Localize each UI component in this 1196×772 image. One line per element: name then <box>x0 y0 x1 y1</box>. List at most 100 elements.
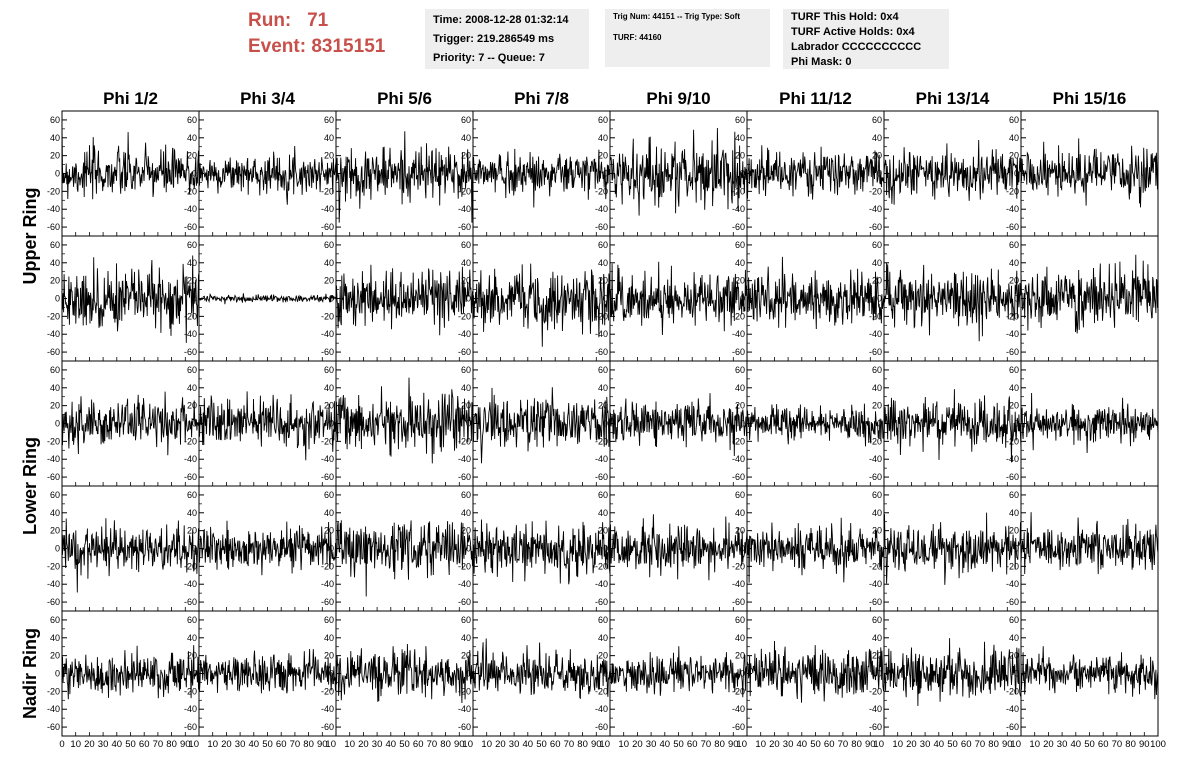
y-tick-label: -20 <box>321 186 334 196</box>
waveform-line <box>609 646 748 698</box>
y-tick-label: 40 <box>1009 133 1019 143</box>
y-tick-label: 20 <box>50 276 60 286</box>
y-tick-label: -20 <box>458 436 471 446</box>
y-tick-label: 40 <box>735 133 745 143</box>
x-tick-label: 10 <box>325 739 336 750</box>
y-tick-label: 40 <box>187 258 197 268</box>
y-tick-label: -40 <box>47 704 60 714</box>
y-tick-label: 40 <box>461 258 471 268</box>
y-tick-label: -60 <box>732 472 745 482</box>
x-tick-label: 40 <box>386 739 397 750</box>
y-tick-label: -60 <box>458 347 471 357</box>
x-tick-label: 50 <box>125 739 136 750</box>
y-tick-label: 20 <box>461 276 471 286</box>
y-tick-label: 60 <box>461 490 471 500</box>
x-tick-label: 40 <box>112 739 123 750</box>
y-tick-label: 20 <box>50 651 60 661</box>
run-event-box: Run: 71 Event: 8315151 <box>248 8 418 64</box>
y-tick-label: 60 <box>187 365 197 375</box>
y-tick-label: 40 <box>50 633 60 643</box>
x-tick-label: 90 <box>591 739 602 750</box>
y-tick-label: -20 <box>732 561 745 571</box>
event-value: 8315151 <box>311 36 386 57</box>
y-tick-label: -60 <box>184 722 197 732</box>
plot-frame <box>61 485 200 612</box>
y-tick-label: 20 <box>735 276 745 286</box>
x-tick-label: 80 <box>577 739 588 750</box>
y-tick-label: -60 <box>732 222 745 232</box>
y-tick-label: 20 <box>735 526 745 536</box>
x-tick-label: 90 <box>728 739 739 750</box>
y-tick-label: -20 <box>47 186 60 196</box>
y-tick-label: -40 <box>869 329 882 339</box>
event-label: Event: <box>248 36 307 57</box>
waveform-line <box>746 517 885 583</box>
waveform-line <box>198 520 337 576</box>
y-tick-label: 60 <box>735 240 745 250</box>
waveform-line <box>1020 392 1159 454</box>
x-tick-label: 20 <box>769 739 780 750</box>
y-tick-label: -40 <box>321 579 334 589</box>
x-tick-label: 40 <box>934 739 945 750</box>
y-tick-label: 20 <box>461 151 471 161</box>
y-tick-label: 0 <box>1014 669 1019 679</box>
y-tick-label: 20 <box>1009 651 1019 661</box>
y-tick-label: 40 <box>735 383 745 393</box>
y-tick-label: -60 <box>595 597 608 607</box>
y-tick-label: 40 <box>872 383 882 393</box>
y-tick-label: 40 <box>872 633 882 643</box>
waveform-line <box>61 391 200 456</box>
waveform-line <box>746 403 885 447</box>
y-tick-label: 60 <box>324 365 334 375</box>
y-tick-label: -40 <box>732 454 745 464</box>
y-tick-label: -60 <box>47 597 60 607</box>
y-tick-label: 0 <box>603 169 608 179</box>
y-tick-label: -40 <box>184 454 197 464</box>
y-tick-label: 20 <box>187 151 197 161</box>
x-tick-label: 80 <box>714 739 725 750</box>
y-tick-label: -40 <box>1006 704 1019 714</box>
y-tick-label: -60 <box>321 472 334 482</box>
y-tick-label: -60 <box>869 597 882 607</box>
y-tick-label: 0 <box>877 294 882 304</box>
y-tick-label: 40 <box>735 508 745 518</box>
y-tick-label: 0 <box>1014 169 1019 179</box>
y-tick-label: 0 <box>1014 294 1019 304</box>
y-tick-label: 20 <box>1009 526 1019 536</box>
phi-mask-text: Phi Mask: 0 <box>791 56 852 68</box>
y-tick-label: 60 <box>50 240 60 250</box>
waveform-line <box>1020 512 1159 575</box>
y-tick-label: -60 <box>458 472 471 482</box>
y-tick-label: -40 <box>869 579 882 589</box>
y-tick-label: -40 <box>321 204 334 214</box>
x-tick-label: 70 <box>153 739 164 750</box>
x-tick-label: 20 <box>84 739 95 750</box>
x-tick-label: 50 <box>947 739 958 750</box>
y-tick-label: 0 <box>192 169 197 179</box>
x-tick-label: 40 <box>797 739 808 750</box>
y-tick-label: -20 <box>595 436 608 446</box>
y-tick-label: 0 <box>740 669 745 679</box>
y-tick-label: -20 <box>595 561 608 571</box>
waveform-line <box>472 263 611 347</box>
y-tick-label: -60 <box>869 472 882 482</box>
waveform-line <box>609 261 748 336</box>
y-tick-label: 60 <box>872 365 882 375</box>
x-tick-label: 70 <box>290 739 301 750</box>
x-tick-label: 10 <box>755 739 766 750</box>
y-tick-label: 60 <box>324 490 334 500</box>
y-tick-label: -40 <box>732 329 745 339</box>
y-tick-label: -20 <box>321 686 334 696</box>
x-tick-label: 60 <box>961 739 972 750</box>
y-tick-label: -40 <box>47 204 60 214</box>
y-tick-label: 40 <box>461 633 471 643</box>
x-tick-label: 90 <box>454 739 465 750</box>
trigger-text: Trigger: 219.286549 ms <box>433 33 555 45</box>
y-tick-label: -20 <box>321 561 334 571</box>
x-tick-label: 70 <box>701 739 712 750</box>
y-tick-label: -20 <box>869 436 882 446</box>
x-tick-label: 10 <box>736 739 747 750</box>
y-tick-label: 20 <box>735 401 745 411</box>
waveform-line <box>472 148 611 208</box>
